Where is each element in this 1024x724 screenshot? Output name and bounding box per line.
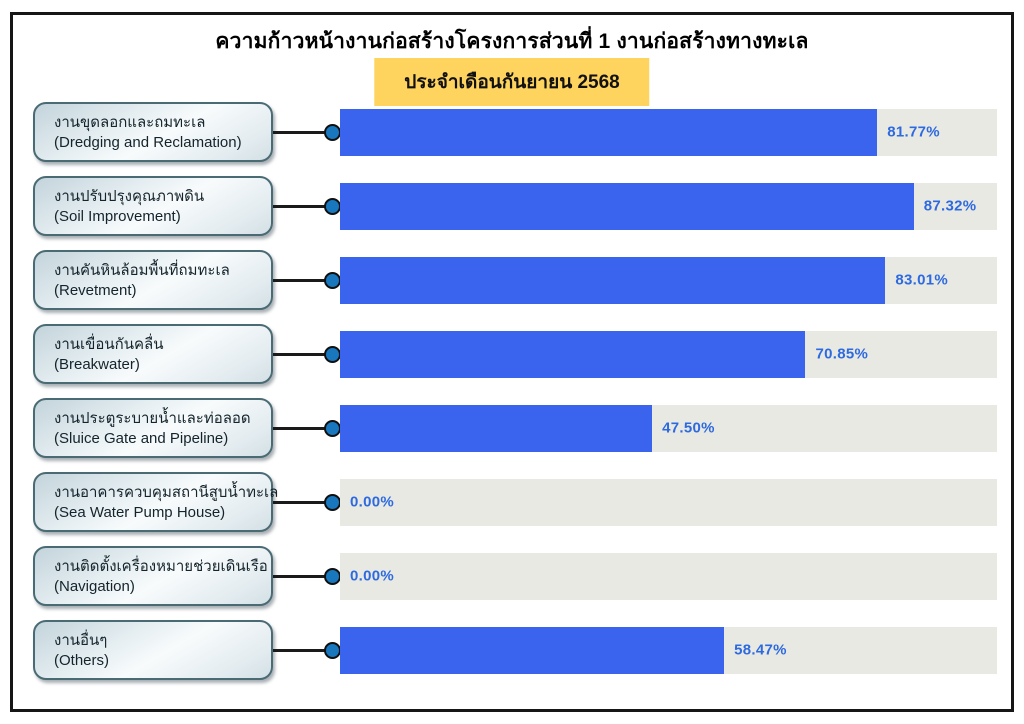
bar-track: 70.85% [340, 330, 997, 378]
connector-line [273, 352, 332, 356]
connector-node-icon [324, 419, 341, 437]
chart-frame: ความก้าวหน้างานก่อสร้างโครงการส่วนที่ 1 … [10, 12, 1014, 712]
connector-node-icon [324, 271, 341, 289]
category-label-english: (Dredging and Reclamation) [54, 133, 242, 151]
chart-row: งานเขื่อนกันคลื่น (Breakwater) 70.85% [33, 317, 997, 391]
bar-value-label: 58.47% [734, 641, 787, 659]
chart-title: ความก้าวหน้างานก่อสร้างโครงการส่วนที่ 1 … [215, 30, 809, 53]
category-label-thai: งานติดตั้งเครื่องหมายช่วยเดินเรือ [54, 557, 268, 575]
connector [273, 566, 341, 586]
connector-line [273, 574, 332, 578]
bar-rows-container: งานขุดลอกและถมทะเล (Dredging and Reclama… [33, 95, 997, 687]
connector-line [273, 130, 332, 134]
category-label-box: งานติดตั้งเครื่องหมายช่วยเดินเรือ (Navig… [33, 546, 273, 606]
bar-fill [340, 404, 653, 452]
connector-line [273, 204, 332, 208]
category-label-english: (Sea Water Pump House) [54, 503, 226, 521]
connector-node-icon [324, 123, 341, 141]
bar-value-label: 83.01% [895, 271, 949, 289]
category-label-box: งานอื่นๆ (Others) [33, 620, 273, 680]
bar-track: 83.01% [340, 256, 997, 304]
category-label-box: งานอาคารควบคุมสถานีสูบน้ำทะเล (Sea Water… [33, 472, 279, 532]
category-label-english: (Others) [54, 651, 110, 669]
connector-line [273, 426, 332, 430]
bar-track: 0.00% [340, 478, 997, 526]
chart-row: งานขุดลอกและถมทะเล (Dredging and Reclama… [33, 95, 997, 169]
connector [273, 122, 341, 142]
category-label-english: (Revetment) [54, 281, 137, 299]
chart-row: งานอื่นๆ (Others) 58.47% [33, 613, 997, 687]
bar-value-label: 47.50% [662, 419, 715, 437]
connector [273, 418, 341, 438]
category-label-thai: งานอาคารควบคุมสถานีสูบน้ำทะเล [54, 483, 279, 501]
connector [273, 492, 341, 512]
category-label-box: งานเขื่อนกันคลื่น (Breakwater) [33, 324, 273, 384]
bar-value-label: 87.32% [923, 197, 977, 215]
category-label-thai: งานคันหินล้อมพื้นที่ถมทะเล [54, 261, 230, 279]
category-label-english: (Breakwater) [54, 355, 140, 373]
bar-fill [340, 626, 725, 674]
chart-row: งานประตูระบายน้ำและท่อลอด (Sluice Gate a… [33, 391, 997, 465]
category-label-box: งานขุดลอกและถมทะเล (Dredging and Reclama… [33, 102, 273, 162]
category-label-box: งานคันหินล้อมพื้นที่ถมทะเล (Revetment) [33, 250, 273, 310]
connector-node-icon [324, 641, 341, 659]
bar-track: 0.00% [340, 552, 997, 600]
bar-value-label: 0.00% [350, 493, 395, 511]
category-label-english: (Navigation) [54, 577, 135, 595]
bar-track: 87.32% [340, 182, 997, 230]
category-label-box: งานประตูระบายน้ำและท่อลอด (Sluice Gate a… [33, 398, 273, 458]
category-label-thai: งานอื่นๆ [54, 631, 108, 649]
bar-track: 58.47% [340, 626, 997, 674]
category-label-thai: งานขุดลอกและถมทะเล [54, 113, 206, 131]
bar-value-label: 70.85% [815, 345, 869, 363]
bar-fill [340, 108, 878, 156]
category-label-box: งานปรับปรุงคุณภาพดิน (Soil Improvement) [33, 176, 273, 236]
connector-node-icon [324, 197, 341, 215]
connector-line [273, 648, 332, 652]
connector-line [273, 278, 332, 282]
category-label-english: (Soil Improvement) [54, 207, 181, 225]
bar-track: 81.77% [340, 108, 997, 156]
connector-node-icon [324, 567, 341, 585]
category-label-thai: งานปรับปรุงคุณภาพดิน [54, 187, 205, 205]
bar-fill [340, 182, 914, 230]
bar-track: 47.50% [340, 404, 997, 452]
bar-fill [340, 330, 806, 378]
connector [273, 640, 341, 660]
category-label-thai: งานประตูระบายน้ำและท่อลอด [54, 409, 251, 427]
bar-value-label: 81.77% [887, 123, 940, 141]
connector-line [273, 500, 332, 504]
chart-row: งานปรับปรุงคุณภาพดิน (Soil Improvement) … [33, 169, 997, 243]
month-badge: ประจำเดือนกันยายน 2568 [374, 58, 650, 106]
category-label-english: (Sluice Gate and Pipeline) [54, 429, 229, 447]
connector [273, 344, 341, 364]
connector [273, 196, 341, 216]
connector-node-icon [324, 345, 341, 363]
chart-row: งานคันหินล้อมพื้นที่ถมทะเล (Revetment) 8… [33, 243, 997, 317]
category-label-thai: งานเขื่อนกันคลื่น [54, 335, 164, 353]
bar-value-label: 0.00% [350, 567, 395, 585]
chart-row: งานอาคารควบคุมสถานีสูบน้ำทะเล (Sea Water… [33, 465, 997, 539]
connector [273, 270, 341, 290]
bar-fill [340, 256, 886, 304]
chart-row: งานติดตั้งเครื่องหมายช่วยเดินเรือ (Navig… [33, 539, 997, 613]
connector-node-icon [324, 493, 341, 511]
